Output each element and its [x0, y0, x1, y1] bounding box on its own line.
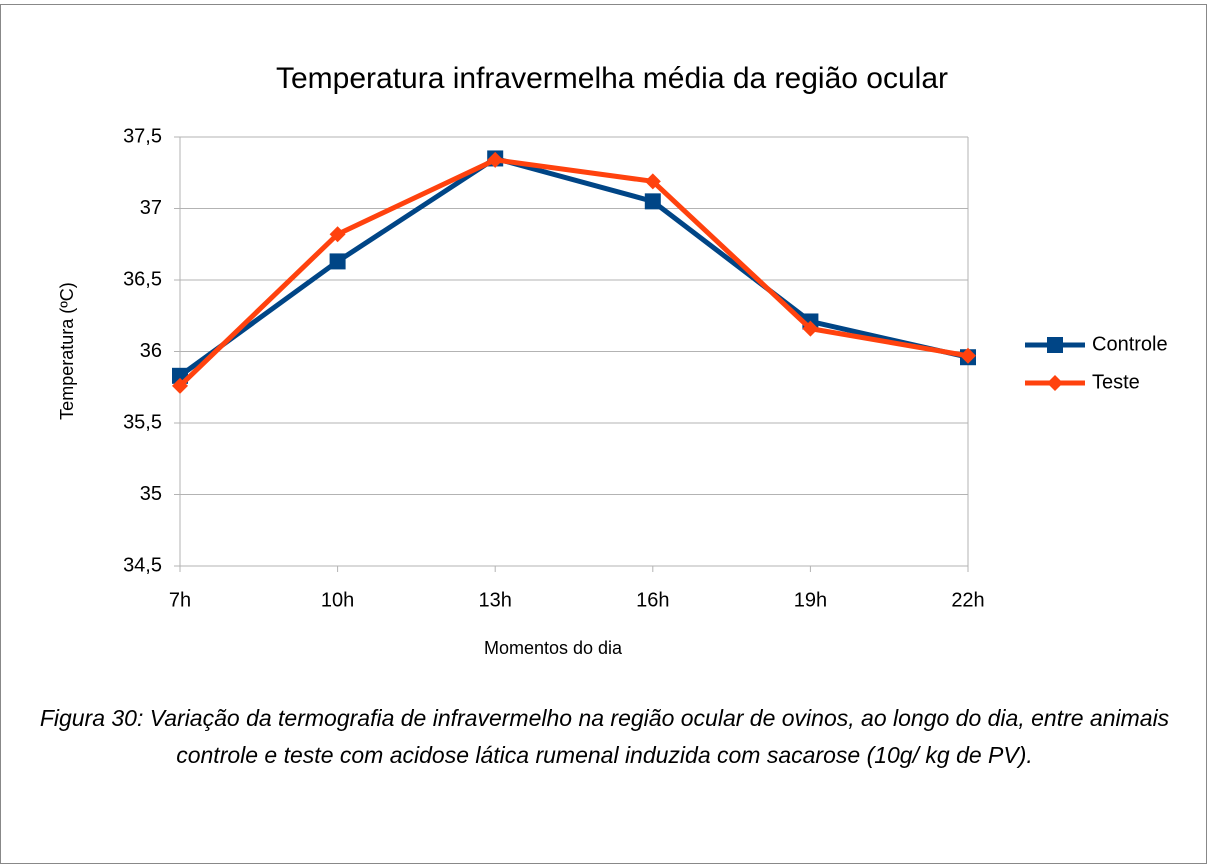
point	[802, 320, 819, 337]
point	[329, 226, 346, 243]
y-tick-label: 36	[140, 340, 162, 362]
point	[644, 193, 661, 210]
y-tick-label: 35,5	[123, 411, 162, 433]
y-tick-label: 36,5	[123, 268, 162, 290]
series-line	[178, 155, 969, 378]
point	[172, 377, 188, 394]
legend-marker	[1047, 375, 1063, 391]
y-tick-label: 37,5	[123, 125, 162, 147]
x-tick-label: 7h	[169, 589, 191, 611]
y-tick-label: 37	[140, 197, 162, 219]
chart-title: Temperatura infravermelha média da regiã…	[276, 62, 948, 95]
point	[487, 151, 504, 168]
x-tick-label: 13h	[479, 589, 512, 611]
point	[960, 347, 976, 364]
y-tick-label: 34,5	[123, 554, 162, 576]
point	[329, 253, 346, 270]
legend-marker	[1047, 337, 1063, 353]
y-axis-label: Temperatura (ºC)	[57, 282, 77, 420]
legend-label: Controle	[1092, 333, 1168, 355]
y-tick-label: 35	[140, 483, 162, 505]
x-tick-label: 22h	[951, 589, 984, 611]
x-tick-label: 10h	[321, 589, 354, 611]
point	[644, 173, 661, 190]
x-tick-label: 16h	[636, 589, 669, 611]
legend-label: Teste	[1092, 371, 1140, 393]
chart: Temperatura infravermelha média da regiã…	[57, 62, 1168, 658]
x-axis-label: Momentos do dia	[484, 638, 623, 658]
series-line	[178, 157, 969, 388]
caption: Figura 30: Variação da termografia de in…	[39, 705, 1170, 768]
x-tick-label: 19h	[794, 589, 827, 611]
